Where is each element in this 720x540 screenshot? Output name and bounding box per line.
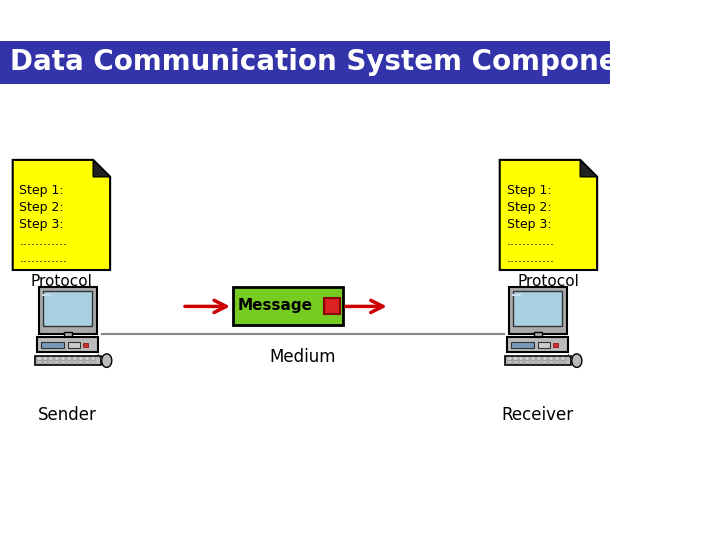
Text: Receiver: Receiver	[502, 406, 574, 423]
Bar	[67, 357, 71, 360]
Bar	[505, 355, 571, 365]
Text: Step 2:: Step 2:	[506, 201, 551, 214]
Bar	[508, 357, 512, 360]
Text: ............: ............	[19, 252, 68, 265]
Ellipse shape	[572, 354, 582, 367]
Text: Message: Message	[238, 299, 312, 314]
Bar	[508, 337, 568, 352]
Bar	[43, 357, 48, 360]
Bar	[73, 361, 77, 363]
Bar	[49, 357, 53, 360]
Bar	[68, 342, 80, 348]
Bar	[63, 332, 72, 342]
Bar	[67, 361, 71, 363]
Bar	[55, 357, 59, 360]
Text: Step 3:: Step 3:	[19, 218, 64, 231]
Bar	[519, 357, 523, 360]
Bar	[91, 361, 95, 363]
Bar	[91, 357, 95, 360]
Bar	[531, 361, 535, 363]
Bar	[534, 332, 542, 342]
Bar	[83, 343, 88, 347]
Bar	[49, 361, 53, 363]
Text: Step 1:: Step 1:	[506, 184, 551, 197]
Text: Step 1:: Step 1:	[19, 184, 64, 197]
Text: Sender: Sender	[38, 406, 97, 423]
Bar	[525, 357, 529, 360]
Bar	[543, 357, 547, 360]
Bar	[37, 357, 42, 360]
Bar	[513, 291, 562, 326]
Bar	[555, 361, 559, 363]
Text: ............: ............	[506, 235, 554, 248]
Bar	[85, 361, 89, 363]
Bar	[37, 337, 98, 352]
Bar	[513, 357, 518, 360]
Bar	[37, 361, 42, 363]
Polygon shape	[500, 160, 597, 270]
Bar	[73, 357, 77, 360]
Bar	[43, 291, 92, 326]
Bar	[553, 343, 558, 347]
Bar	[35, 355, 101, 365]
Bar	[519, 361, 523, 363]
Text: Protocol: Protocol	[517, 274, 579, 289]
Polygon shape	[93, 160, 110, 177]
Ellipse shape	[102, 354, 112, 367]
Bar	[537, 361, 541, 363]
Bar	[549, 357, 553, 360]
Bar	[549, 361, 553, 363]
Bar	[531, 357, 535, 360]
Bar	[525, 361, 529, 363]
Bar	[509, 287, 567, 334]
Bar	[78, 361, 83, 363]
Bar	[43, 361, 48, 363]
Text: Medium: Medium	[269, 348, 336, 366]
Text: ............: ............	[506, 252, 554, 265]
Text: Step 2:: Step 2:	[19, 201, 64, 214]
Bar	[510, 342, 534, 348]
Bar	[55, 361, 59, 363]
Bar	[543, 361, 547, 363]
Bar	[537, 357, 541, 360]
Text: Protocol: Protocol	[30, 274, 92, 289]
Bar	[555, 357, 559, 360]
Bar	[233, 287, 343, 325]
Text: ............: ............	[19, 235, 68, 248]
Bar	[561, 357, 565, 360]
Bar	[61, 361, 66, 363]
Bar	[508, 361, 512, 363]
Bar	[85, 357, 89, 360]
Bar	[61, 357, 66, 360]
Bar	[325, 299, 340, 314]
Bar	[538, 342, 549, 348]
Polygon shape	[580, 160, 597, 177]
Bar	[513, 361, 518, 363]
Polygon shape	[13, 160, 110, 270]
Bar	[561, 361, 565, 363]
Bar	[39, 287, 96, 334]
Text: Data Communication System Components: Data Communication System Components	[10, 49, 667, 77]
Text: Step 3:: Step 3:	[506, 218, 551, 231]
Bar	[0, 42, 610, 84]
Bar	[40, 342, 64, 348]
Bar	[78, 357, 83, 360]
